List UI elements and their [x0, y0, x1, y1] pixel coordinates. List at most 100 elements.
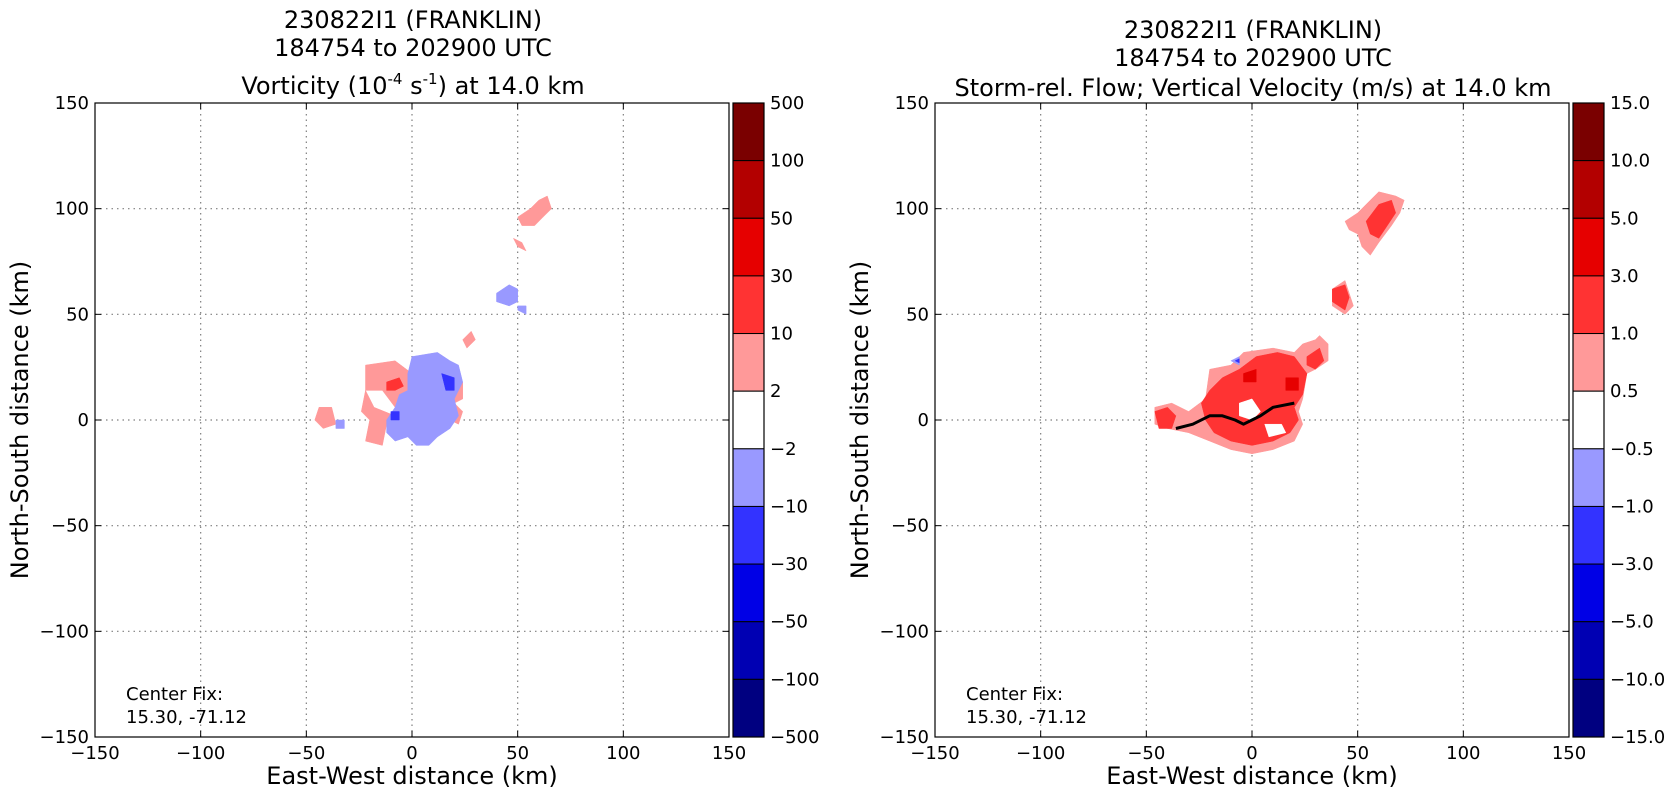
colorbar-segment — [1572, 390, 1605, 450]
y-axis-label: North-South distance (km) — [6, 261, 34, 580]
contour-region — [386, 377, 404, 391]
colorbar-segment — [732, 390, 765, 450]
contour-region — [390, 411, 400, 421]
y-tick-label: −50 — [891, 516, 929, 537]
x-tick-label: 0 — [1246, 743, 1257, 764]
colorbar-tick-label: −3.0 — [1610, 554, 1654, 575]
colorbar-tick-label: −1.0 — [1610, 496, 1654, 517]
colorbar-tick-label: −10.0 — [1610, 669, 1665, 690]
colorbar-tick-label: −15.0 — [1610, 727, 1665, 748]
colorbar-segment — [1572, 621, 1605, 680]
colorbar-tick-label: 5.0 — [1610, 208, 1639, 229]
contour-region — [1201, 352, 1308, 446]
y-tick-label: −100 — [40, 621, 89, 642]
contour-region — [1365, 199, 1396, 239]
flow-streamline — [1175, 401, 1295, 430]
x-axis-label: East-West distance (km) — [1106, 762, 1397, 790]
colorbar-tick-label: 50 — [770, 208, 793, 229]
y-ticks: 150 100 50 0 −50 −100 −150 — [880, 93, 1569, 748]
y-tick-label: 150 — [895, 93, 929, 114]
y-tick-label: 150 — [55, 93, 89, 114]
contour-region — [1243, 368, 1257, 383]
x-ticks: −150 −100 −50 0 50 100 150 — [70, 103, 746, 764]
y-tick-label: 50 — [906, 304, 929, 325]
colorbar-tick-label: −2 — [770, 439, 797, 460]
x-tick-label: 150 — [712, 743, 746, 764]
x-ticks: −150 −100 −50 0 50 100 150 — [910, 103, 1586, 764]
contour-region — [335, 419, 345, 429]
colorbar-segment — [1572, 505, 1605, 565]
colorbar-tick-label: 0.5 — [1610, 381, 1639, 402]
colorbar-tick-label: 30 — [770, 266, 793, 287]
colorbar-segment — [1572, 563, 1605, 623]
colorbar: 15.0 10.0 5.0 3.0 1.0 0.5 −0.5 −1.0 −3.0 −5.0 −10.… — [1572, 93, 1665, 748]
chart-title-line-2: 184754 to 202900 UTC — [274, 34, 552, 62]
contour-region — [1234, 358, 1240, 364]
x-tick-label: 50 — [506, 743, 529, 764]
y-tick-label: 0 — [918, 410, 929, 431]
colorbar-segment — [732, 275, 765, 335]
contour-region — [314, 407, 337, 429]
colorbar-segment — [732, 505, 765, 565]
x-tick-label: −100 — [176, 743, 225, 764]
y-tick-label: 0 — [78, 410, 89, 431]
y-tick-label: 100 — [895, 199, 929, 220]
contour-region — [441, 373, 455, 391]
colorbar-segment — [1572, 448, 1605, 507]
x-tick-label: −50 — [287, 743, 325, 764]
colorbar-tick-label: −30 — [770, 554, 808, 575]
title-prefix: Vorticity (10 — [241, 72, 387, 100]
y-tick-label: −50 — [51, 516, 89, 537]
y-tick-label: 100 — [55, 199, 89, 220]
flow-track — [1175, 401, 1295, 430]
contour-region — [1264, 423, 1287, 438]
panel-vertical-velocity: 230822I1 (FRANKLIN) 184754 to 202900 UTC… — [846, 16, 1665, 790]
colorbar-segment — [732, 160, 765, 219]
colorbar-segment — [732, 563, 765, 623]
x-tick-label: 150 — [1552, 743, 1586, 764]
x-axis-label: East-West distance (km) — [266, 762, 557, 790]
vertical-velocity-contours — [1154, 191, 1405, 455]
title-exponent-1: -4 — [388, 70, 403, 88]
colorbar-tick-label: 100 — [770, 151, 804, 172]
grid-lines — [95, 103, 729, 737]
contour-region — [1306, 347, 1325, 370]
chart-title-line-1: 230822I1 (FRANKLIN) — [284, 6, 542, 34]
x-tick-label: 0 — [406, 743, 417, 764]
chart-title-line-2: 184754 to 202900 UTC — [1114, 44, 1392, 72]
title-suffix: ) at 14.0 km — [438, 72, 585, 100]
colorbar-segment — [1572, 160, 1605, 219]
x-tick-label: 100 — [606, 743, 640, 764]
colorbar-tick-label: −5.0 — [1610, 612, 1654, 633]
y-tick-label: 50 — [66, 304, 89, 325]
colorbar-segment — [732, 217, 765, 277]
contour-region — [517, 195, 552, 226]
contour-region — [1239, 398, 1261, 421]
colorbar-segment — [1572, 678, 1605, 738]
y-tick-label: −100 — [880, 621, 929, 642]
center-fix-value: 15.30, -71.12 — [126, 707, 247, 728]
y-axis-label: North-South distance (km) — [846, 261, 874, 580]
x-tick-label: 50 — [1346, 743, 1369, 764]
colorbar-tick-label: 500 — [770, 93, 804, 114]
contour-region — [496, 284, 518, 307]
contour-region — [1285, 377, 1299, 391]
colorbar-segment — [1572, 102, 1605, 162]
colorbar-segment — [732, 102, 765, 162]
title-mid: s — [402, 72, 422, 100]
colorbar-tick-label: 1.0 — [1610, 324, 1639, 345]
title-prefix: Storm-rel. Flow; Vertical Velocity (m/s)… — [955, 74, 1552, 102]
contour-region — [462, 330, 476, 349]
y-ticks: 150 100 50 0 −50 −100 −150 — [40, 93, 729, 748]
colorbar-tick-label: −10 — [770, 496, 808, 517]
colorbar: 500 100 50 30 10 2 −2 −10 −30 −50 −100 −500 — [732, 93, 819, 748]
colorbar-tick-label: −500 — [770, 727, 819, 748]
colorbar-segment — [1572, 275, 1605, 335]
panel-vorticity: 230822I1 (FRANKLIN) 184754 to 202900 UTC… — [6, 6, 819, 790]
colorbar-tick-label: 10.0 — [1610, 151, 1650, 172]
chart-title-line-1: 230822I1 (FRANKLIN) — [1124, 16, 1382, 44]
x-tick-label: −150 — [910, 743, 959, 764]
x-tick-label: 100 — [1446, 743, 1480, 764]
x-tick-label: −150 — [70, 743, 119, 764]
